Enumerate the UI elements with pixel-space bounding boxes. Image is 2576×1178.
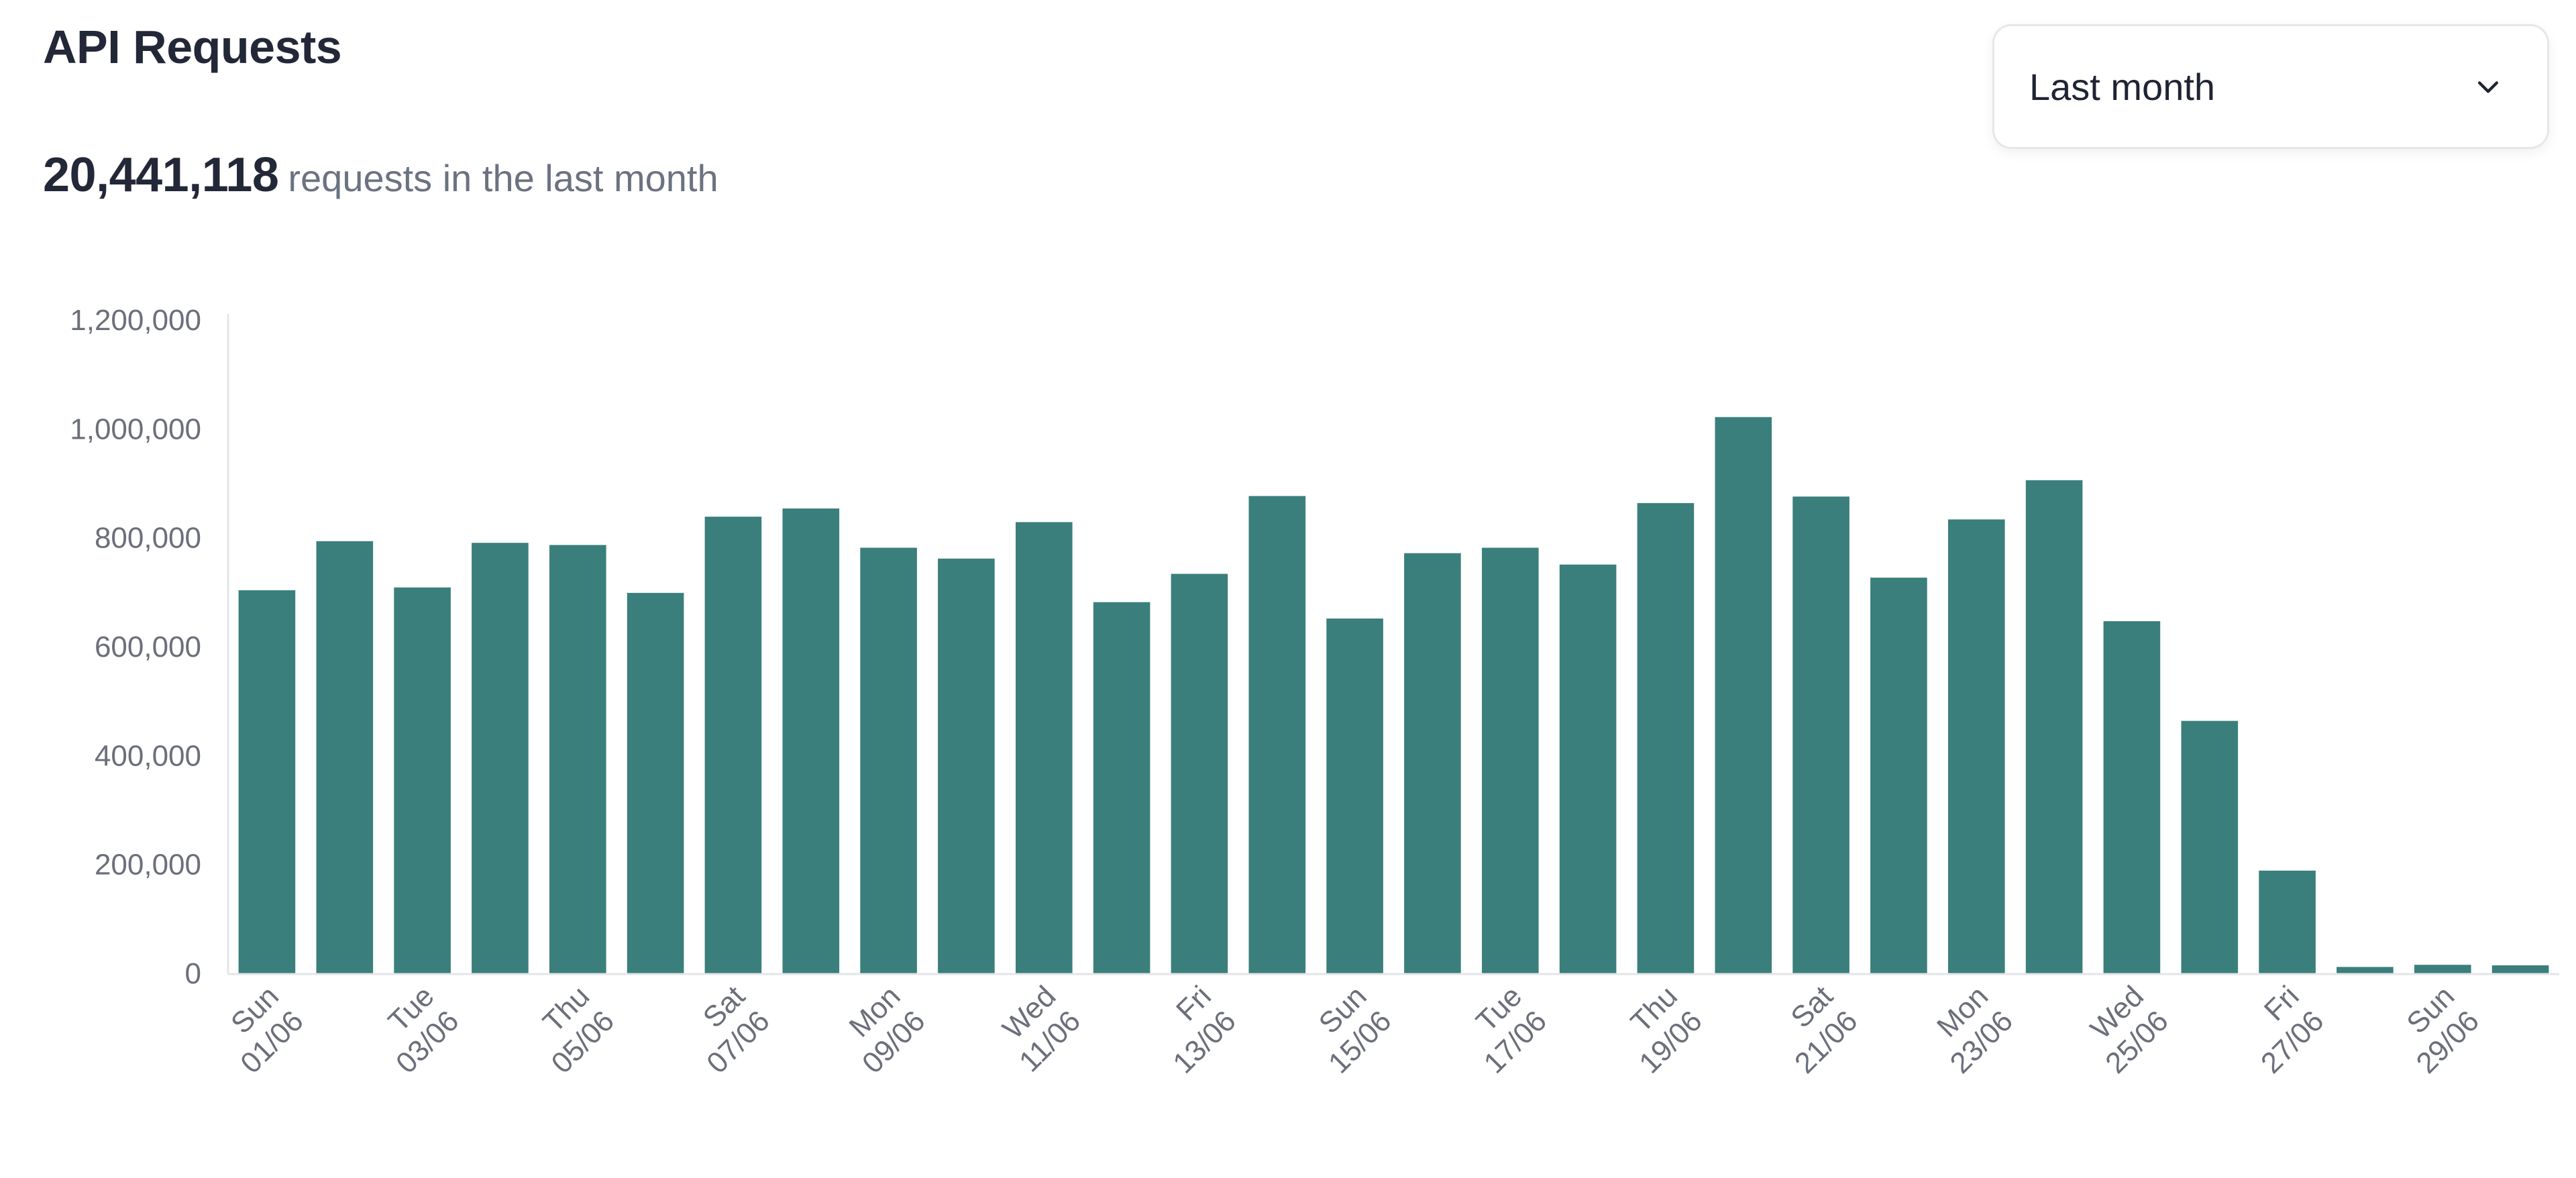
- bar-14: [1248, 496, 1306, 974]
- bar-2: [316, 541, 374, 974]
- bar-4: [472, 543, 529, 974]
- api-requests-bar-chart: 0 200,000 400,000 600,000 800,000 1,000,000 1,…: [70, 304, 2559, 1080]
- bar-27: [2259, 870, 2316, 974]
- y-tick-label: 0: [185, 957, 201, 990]
- y-tick-label: 600,000: [95, 631, 201, 663]
- bar-17: [1482, 547, 1539, 974]
- bar-16: [1404, 553, 1461, 974]
- total-requests-count: 20,441,118: [43, 148, 279, 202]
- bar-7: [704, 517, 762, 974]
- request-summary: 20,441,118 requests in the last month: [43, 146, 718, 204]
- bar-8: [782, 508, 840, 974]
- bar-6: [627, 592, 684, 974]
- y-tick-label: 1,000,000: [70, 413, 201, 445]
- time-range-value: Last month: [2029, 65, 2216, 108]
- y-axis: 0 200,000 400,000 600,000 800,000 1,000,000 1,…: [70, 304, 229, 990]
- bar-24: [2025, 480, 2083, 974]
- bar-3: [394, 587, 451, 974]
- y-tick-label: 800,000: [95, 522, 201, 555]
- bar-5: [549, 545, 606, 974]
- bar-26: [2181, 720, 2239, 974]
- bar-28: [2337, 967, 2394, 974]
- y-tick-label: 400,000: [95, 739, 201, 772]
- bar-12: [1093, 602, 1150, 974]
- y-tick-label: 200,000: [95, 849, 201, 881]
- bar-19: [1637, 502, 1695, 974]
- bar-9: [860, 547, 917, 974]
- bar-20: [1715, 417, 1772, 974]
- bar-30: [2491, 965, 2549, 974]
- bar-1: [238, 590, 296, 974]
- bar-21: [1792, 496, 1849, 974]
- y-tick-label: 1,200,000: [70, 304, 201, 337]
- bar-29: [2414, 965, 2471, 974]
- bar-10: [938, 558, 995, 974]
- bar-25: [2103, 621, 2161, 974]
- bar-22: [1870, 578, 1927, 974]
- chevron-down-icon: [2469, 68, 2507, 105]
- page-title: API Requests: [43, 21, 342, 73]
- bar-18: [1559, 564, 1617, 974]
- bar-15: [1326, 619, 1383, 974]
- bars: [238, 417, 2549, 974]
- bar-11: [1016, 522, 1073, 974]
- bar-23: [1948, 519, 2005, 974]
- total-requests-caption: requests in the last month: [288, 157, 718, 199]
- time-range-select[interactable]: Last month: [1992, 24, 2549, 149]
- bar-13: [1171, 574, 1228, 974]
